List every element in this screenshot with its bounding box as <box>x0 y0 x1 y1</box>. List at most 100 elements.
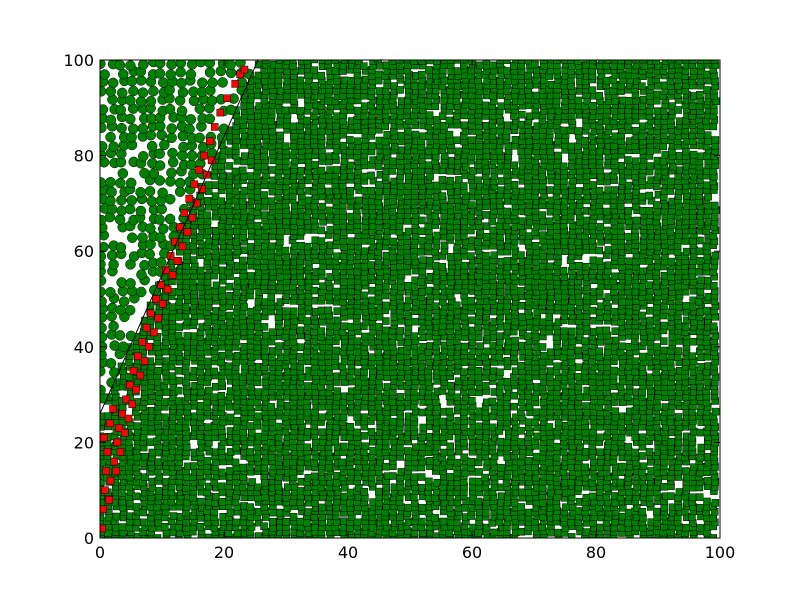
green-square-point <box>475 407 483 416</box>
green-square-point <box>546 186 554 194</box>
green-square-point <box>276 272 284 281</box>
green-square-point <box>446 176 455 185</box>
green-square-point <box>311 81 319 90</box>
green-square-point <box>388 60 397 65</box>
green-square-point <box>554 528 562 537</box>
green-square-point <box>132 503 141 511</box>
green-square-point <box>489 61 497 70</box>
green-square-point <box>445 529 454 537</box>
green-square-point <box>510 391 518 400</box>
green-square-point <box>261 211 269 219</box>
green-square-point <box>204 181 213 189</box>
green-square-point <box>410 60 419 65</box>
green-square-point <box>210 367 219 376</box>
green-square-point <box>261 478 269 487</box>
green-square-point <box>346 136 354 144</box>
green-square-point <box>503 67 511 75</box>
green-square-point <box>517 147 525 156</box>
green-square-point <box>367 393 376 402</box>
green-square-point <box>567 533 576 538</box>
green-square-point <box>426 457 434 465</box>
green-square-point <box>118 403 127 412</box>
green-square-point <box>418 288 426 296</box>
green-square-point <box>510 499 519 507</box>
green-square-point <box>559 126 568 135</box>
green-square-point <box>411 317 419 326</box>
green-square-point <box>481 473 489 482</box>
green-square-point <box>346 186 355 195</box>
green-square-point <box>333 307 342 315</box>
green-square-point <box>267 438 275 447</box>
green-square-point <box>418 216 426 225</box>
green-square-point <box>217 391 226 400</box>
green-square-point <box>360 112 368 120</box>
green-square-point <box>326 383 334 391</box>
green-square-point <box>310 286 319 295</box>
green-square-point <box>375 323 383 331</box>
green-square-point <box>303 317 311 325</box>
green-square-point <box>404 503 412 512</box>
green-square-point <box>433 60 441 65</box>
green-square-point <box>374 60 383 64</box>
green-square-point <box>404 282 412 290</box>
green-square-point <box>218 328 226 336</box>
green-square-point <box>360 432 369 440</box>
green-square-point <box>531 333 540 341</box>
green-square-point <box>432 261 440 270</box>
green-square-point <box>533 432 541 441</box>
green-square-point <box>474 367 483 375</box>
green-square-point <box>240 186 248 195</box>
green-square-point <box>389 157 397 166</box>
green-square-point <box>183 332 192 340</box>
green-square-point <box>497 463 505 472</box>
green-square-point <box>361 142 370 150</box>
green-square-point <box>310 472 319 481</box>
green-square-point <box>132 492 140 501</box>
green-square-point <box>438 112 447 120</box>
green-square-point <box>248 478 256 486</box>
green-square-point <box>332 346 341 355</box>
green-square-point <box>296 187 305 196</box>
green-square-point <box>425 111 434 119</box>
green-square-point <box>503 87 511 95</box>
green-square-point <box>482 251 490 260</box>
green-square-point <box>545 313 554 321</box>
green-square-point <box>538 343 547 351</box>
green-square-point <box>369 313 377 321</box>
green-square-point <box>524 508 533 517</box>
green-square-point <box>375 187 383 196</box>
green-square-point <box>495 147 504 156</box>
green-square-point <box>189 373 197 381</box>
green-square-point <box>332 166 341 174</box>
green-square-point <box>231 167 240 176</box>
green-square-point <box>488 217 497 226</box>
green-square-point <box>431 514 439 522</box>
green-square-point <box>497 186 505 194</box>
green-square-point <box>346 161 355 170</box>
green-square-point <box>440 202 448 211</box>
green-square-point <box>497 102 506 111</box>
green-square-point <box>290 307 298 316</box>
green-square-point <box>254 323 262 331</box>
green-square-point <box>204 482 213 491</box>
green-square-point <box>310 66 319 74</box>
green-square-point <box>532 182 540 191</box>
green-square-point <box>510 161 519 170</box>
green-square-point <box>381 122 389 131</box>
green-square-point <box>375 487 383 496</box>
green-square-point <box>232 518 240 527</box>
green-square-point <box>460 121 469 130</box>
green-square-point <box>532 408 541 416</box>
green-square-point <box>404 447 412 455</box>
green-square-point <box>304 102 312 110</box>
green-square-point <box>353 337 362 345</box>
green-square-point <box>396 327 405 335</box>
green-square-point <box>303 60 312 65</box>
green-square-point <box>517 251 525 259</box>
green-square-point <box>331 60 340 64</box>
green-square-point <box>324 463 333 472</box>
green-square-point <box>468 201 476 209</box>
green-square-point <box>161 398 169 406</box>
green-square-point <box>225 282 234 291</box>
green-square-point <box>189 256 198 264</box>
